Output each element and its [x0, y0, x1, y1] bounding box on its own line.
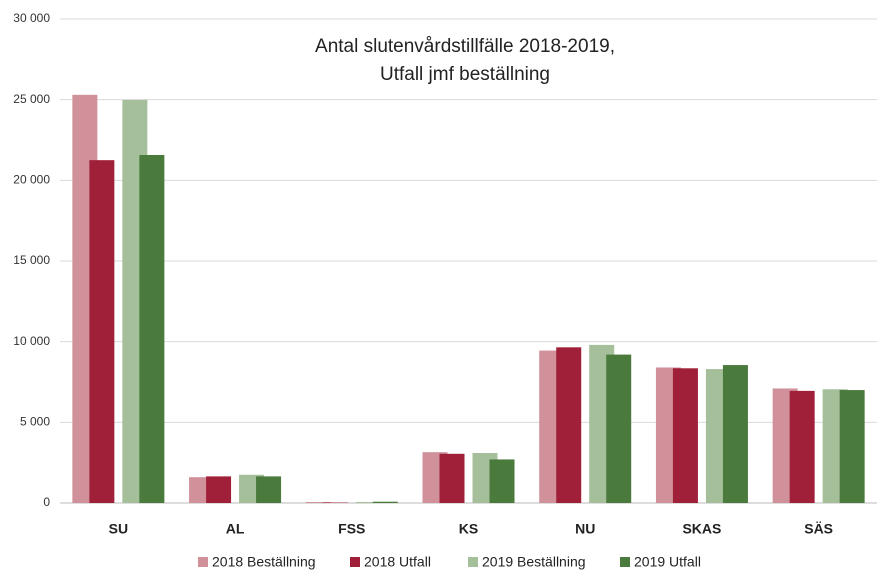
bar [556, 347, 582, 503]
legend-swatch [350, 557, 360, 567]
x-tick-label: SÄS [804, 521, 833, 537]
bar [89, 160, 115, 503]
x-tick-label: KS [459, 521, 478, 537]
bar [139, 155, 165, 503]
legend-label: 2018 Beställning [212, 554, 316, 570]
legend-swatch [620, 557, 630, 567]
bar [372, 501, 398, 503]
x-tick-label: NU [575, 521, 595, 537]
bar [206, 476, 232, 503]
bar [722, 365, 748, 503]
bar [305, 502, 331, 503]
x-tick-label: FSS [338, 521, 365, 537]
y-tick-label: 25 000 [13, 92, 50, 106]
legend-label: 2019 Utfall [634, 554, 701, 570]
chart-title: Antal slutenvårdstillfälle 2018-2019, [315, 36, 615, 57]
x-tick-label: AL [226, 521, 245, 537]
bar [439, 453, 465, 503]
bar [789, 390, 815, 503]
legend-swatch [468, 557, 478, 567]
bar [256, 476, 282, 503]
chart-title: Utfall jmf beställning [380, 64, 550, 85]
y-tick-label: 20 000 [13, 173, 50, 187]
x-tick-label: SU [109, 521, 128, 537]
x-tick-label: SKAS [682, 521, 721, 537]
bar [489, 459, 515, 503]
legend-swatch [198, 557, 208, 567]
y-tick-label: 5 000 [20, 415, 50, 429]
y-tick-label: 10 000 [13, 334, 50, 348]
legend-label: 2018 Utfall [364, 554, 431, 570]
bar [355, 502, 381, 503]
y-tick-label: 0 [43, 495, 50, 509]
legend-label: 2019 Beställning [482, 554, 586, 570]
bar [606, 354, 632, 503]
y-tick-label: 15 000 [13, 253, 50, 267]
bar [839, 390, 865, 503]
bar [672, 368, 698, 503]
y-tick-label: 30 000 [13, 11, 50, 25]
